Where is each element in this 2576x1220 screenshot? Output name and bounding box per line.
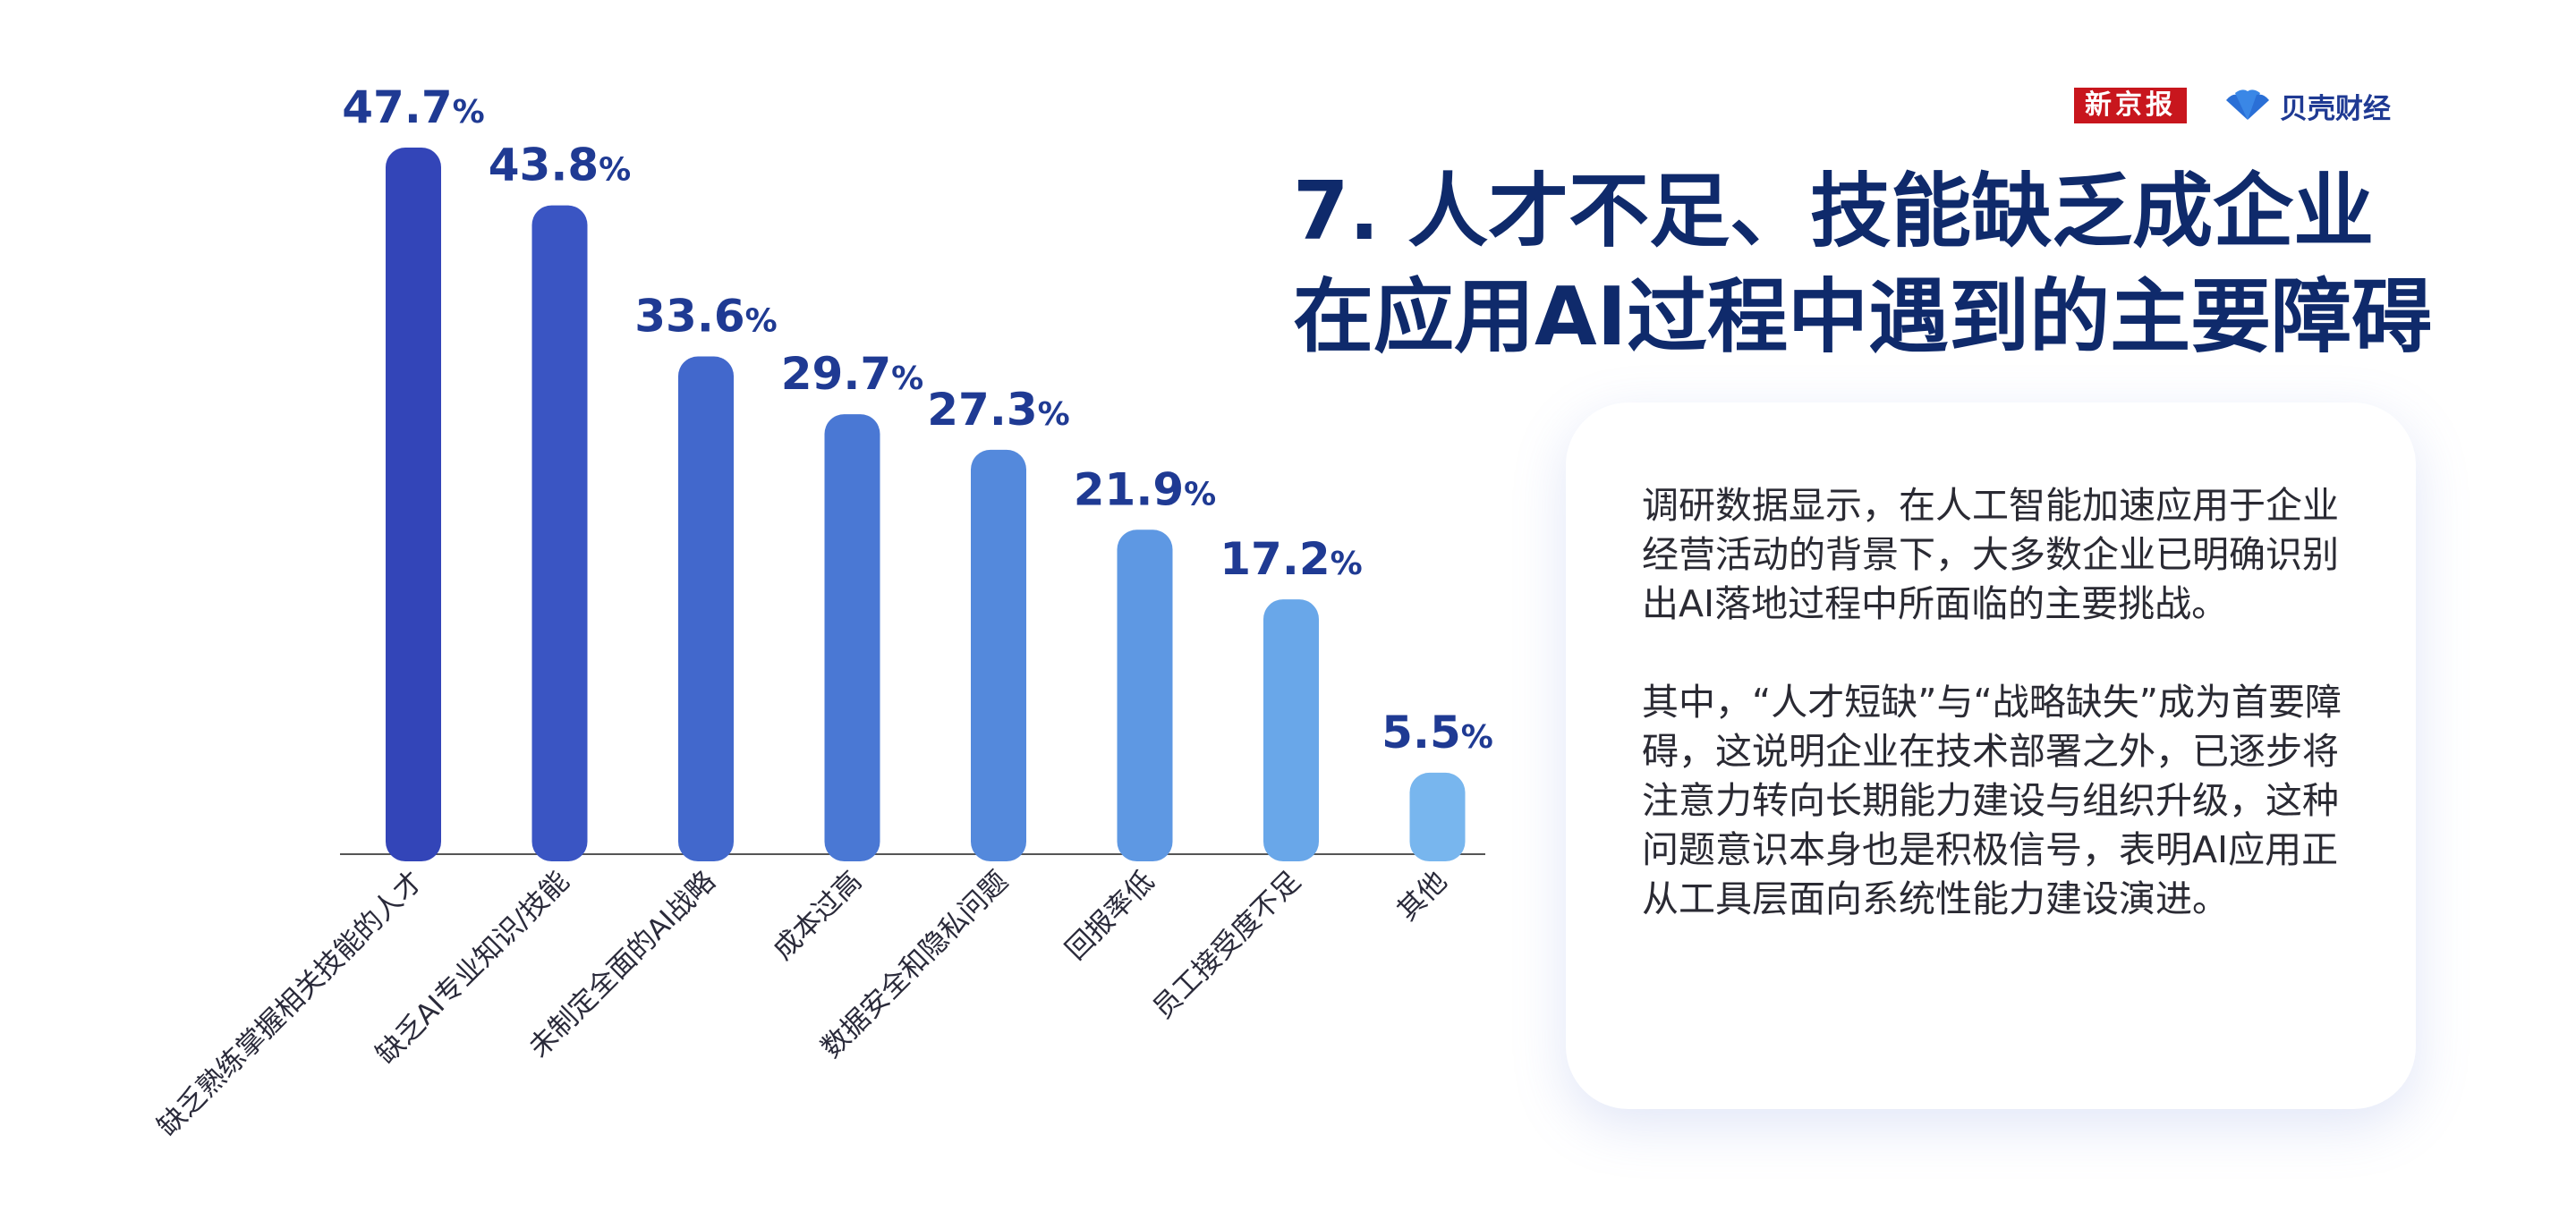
bar	[1117, 530, 1173, 861]
category-label: 回报率低	[1059, 865, 1160, 966]
category-label: 成本过高	[767, 865, 868, 966]
title-line-2: 在应用AI过程中遇到的主要障碍	[1293, 270, 2433, 364]
bar	[1409, 772, 1466, 861]
category-label: 其他	[1391, 865, 1453, 927]
bar	[824, 414, 880, 861]
logos: 新京报 贝壳财经	[2074, 86, 2391, 125]
beike-logo: 贝壳财经	[2223, 86, 2391, 126]
bar	[1263, 599, 1319, 861]
value-label: 33.6%	[634, 291, 777, 343]
description-paragraph-1: 调研数据显示，在人工智能加速应用于企业经营活动的背景下，大多数企业已明确识别出A…	[1642, 484, 2339, 625]
value-label: 29.7%	[781, 348, 923, 400]
bar-chart: 47.7%43.8%33.6%29.7%27.3%21.9%17.2%5.5% …	[151, 81, 1493, 1143]
bar	[531, 205, 588, 862]
description-paragraph-2: 其中，“人才短缺”与“战略缺失”成为首要障碍，这说明企业在技术部署之外，已逐步将…	[1642, 681, 2342, 920]
bar	[386, 148, 441, 861]
value-label: 27.3%	[927, 384, 1069, 436]
bar	[678, 356, 734, 862]
category-label: 缺乏熟练掌握相关技能的人才	[151, 865, 429, 1142]
xinjingbao-logo: 新京报	[2074, 88, 2187, 123]
description-card: 调研数据显示，在人工智能加速应用于企业经营活动的背景下，大多数企业已明确识别出A…	[1566, 402, 2416, 1109]
value-label: 5.5%	[1382, 707, 1493, 758]
title-line-1: 7. 人才不足、技能缺乏成企业	[1293, 165, 2375, 258]
value-label: 17.2%	[1220, 533, 1362, 585]
value-label: 21.9%	[1074, 463, 1216, 515]
description-text: 调研数据显示，在人工智能加速应用于企业经营活动的背景下，大多数企业已明确识别出A…	[1642, 481, 2358, 924]
bar	[971, 449, 1026, 861]
category-label: 员工接受度不足	[1147, 865, 1307, 1025]
value-label: 43.8%	[489, 140, 631, 191]
page-title: 7. 人才不足、技能缺乏成企业 在应用AI过程中遇到的主要障碍	[1293, 159, 2563, 370]
shell-icon	[2226, 89, 2269, 120]
beike-logo-text: 贝壳财经	[2280, 92, 2391, 125]
value-label: 47.7%	[342, 81, 484, 133]
